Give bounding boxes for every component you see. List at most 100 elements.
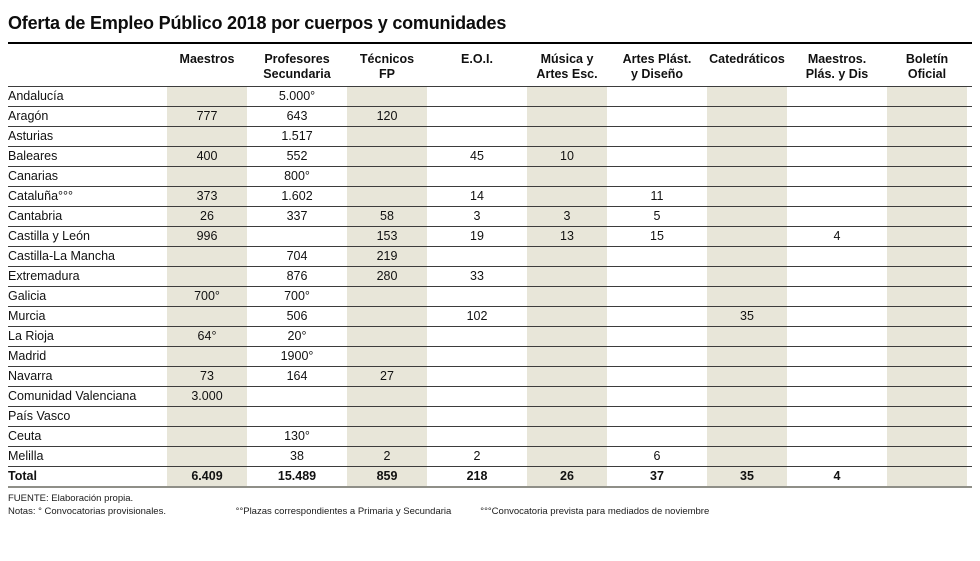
- cell: [882, 226, 972, 247]
- cell: [432, 286, 522, 307]
- cell: [792, 326, 882, 347]
- column-header-3: Técnicos FP: [342, 44, 432, 87]
- cell: [522, 266, 612, 287]
- table-footer: FUENTE: Elaboración propia. Notas: ° Con…: [8, 493, 972, 519]
- cell: [702, 286, 792, 307]
- table-row: Ceuta 130°: [8, 426, 972, 447]
- cell: [612, 386, 702, 407]
- cell: 120: [342, 106, 432, 127]
- cell: [252, 406, 342, 427]
- cell: 4: [792, 466, 882, 488]
- cell: 102: [432, 306, 522, 327]
- cell: [612, 266, 702, 287]
- cell: 5: [612, 206, 702, 227]
- cell: [702, 366, 792, 387]
- cell: [702, 106, 792, 127]
- cell: [522, 446, 612, 467]
- cell: [702, 426, 792, 447]
- cell: [522, 106, 612, 127]
- cell: [162, 246, 252, 267]
- cell: [882, 386, 972, 407]
- note-1: Notas: ° Convocatorias provisionales.: [8, 505, 166, 517]
- cell: [702, 186, 792, 207]
- cell: [162, 126, 252, 147]
- title-rule: [8, 42, 972, 44]
- cell: [612, 166, 702, 187]
- cell: 153: [342, 226, 432, 247]
- cell: [792, 286, 882, 307]
- cell: [522, 326, 612, 347]
- cell: [792, 86, 882, 107]
- row-label: Aragón: [8, 106, 162, 127]
- cell: [792, 426, 882, 447]
- cell: [792, 306, 882, 327]
- cell: [162, 406, 252, 427]
- cell: 876: [252, 266, 342, 287]
- cell: [792, 386, 882, 407]
- cell: [702, 246, 792, 267]
- cell: 700°: [162, 286, 252, 307]
- cell: [702, 226, 792, 247]
- column-header-2: Profesores Secundaria: [252, 44, 342, 87]
- cell: [432, 426, 522, 447]
- column-header-5: Música y Artes Esc.: [522, 44, 612, 87]
- cell: [612, 366, 702, 387]
- cell: 400: [162, 146, 252, 167]
- cell: 2: [432, 446, 522, 467]
- cell: [702, 206, 792, 227]
- cell: [702, 386, 792, 407]
- cell: [522, 306, 612, 327]
- cell: [432, 126, 522, 147]
- cell: [612, 286, 702, 307]
- cell: 14: [432, 186, 522, 207]
- cell: 38: [252, 446, 342, 467]
- cell: [342, 146, 432, 167]
- row-label: Canarias: [8, 166, 162, 187]
- cell: [792, 346, 882, 367]
- cell: [702, 266, 792, 287]
- cell: [342, 186, 432, 207]
- cell: [522, 86, 612, 107]
- cell: [882, 326, 972, 347]
- table-row: Baleares 400 552 45 10: [8, 146, 972, 167]
- cell: 11: [612, 186, 702, 207]
- cell: [882, 206, 972, 227]
- cell: [612, 406, 702, 427]
- cell: [702, 126, 792, 147]
- cell: 704: [252, 246, 342, 267]
- cell: 35: [702, 466, 792, 488]
- cell: [702, 326, 792, 347]
- table-body: Andalucía 5.000° Aragón 777 643 120 Asturias 1.…: [8, 86, 972, 488]
- row-label: Extremadura: [8, 266, 162, 287]
- cell: [702, 406, 792, 427]
- cell: [612, 126, 702, 147]
- page-title: Oferta de Empleo Público 2018 por cuerpo…: [8, 13, 507, 33]
- cell: [882, 346, 972, 367]
- table-header: Maestros Profesores Secundaria Técnicos FP E.…: [8, 44, 972, 87]
- cell: [702, 86, 792, 107]
- cell: [882, 166, 972, 187]
- cell: [702, 346, 792, 367]
- table-row: Cantabria 26 337 58 3 3 5: [8, 206, 972, 227]
- cell: 859: [342, 466, 432, 488]
- cell: [432, 106, 522, 127]
- cell: [882, 286, 972, 307]
- cell: [162, 426, 252, 447]
- row-label: Andalucía: [8, 86, 162, 107]
- table-row: Asturias 1.517: [8, 126, 972, 147]
- cell: [522, 386, 612, 407]
- cell: 3: [522, 206, 612, 227]
- cell: [162, 86, 252, 107]
- cell: [882, 266, 972, 287]
- cell: 6: [612, 446, 702, 467]
- row-label: Baleares: [8, 146, 162, 167]
- cell: 373: [162, 186, 252, 207]
- cell: [432, 166, 522, 187]
- cell: [792, 366, 882, 387]
- cell: [792, 266, 882, 287]
- note-3: °°°Convocatoria prevista para mediados d…: [480, 505, 710, 517]
- cell: [882, 426, 972, 447]
- cell: [612, 246, 702, 267]
- cell: 3: [432, 206, 522, 227]
- cell: [882, 406, 972, 427]
